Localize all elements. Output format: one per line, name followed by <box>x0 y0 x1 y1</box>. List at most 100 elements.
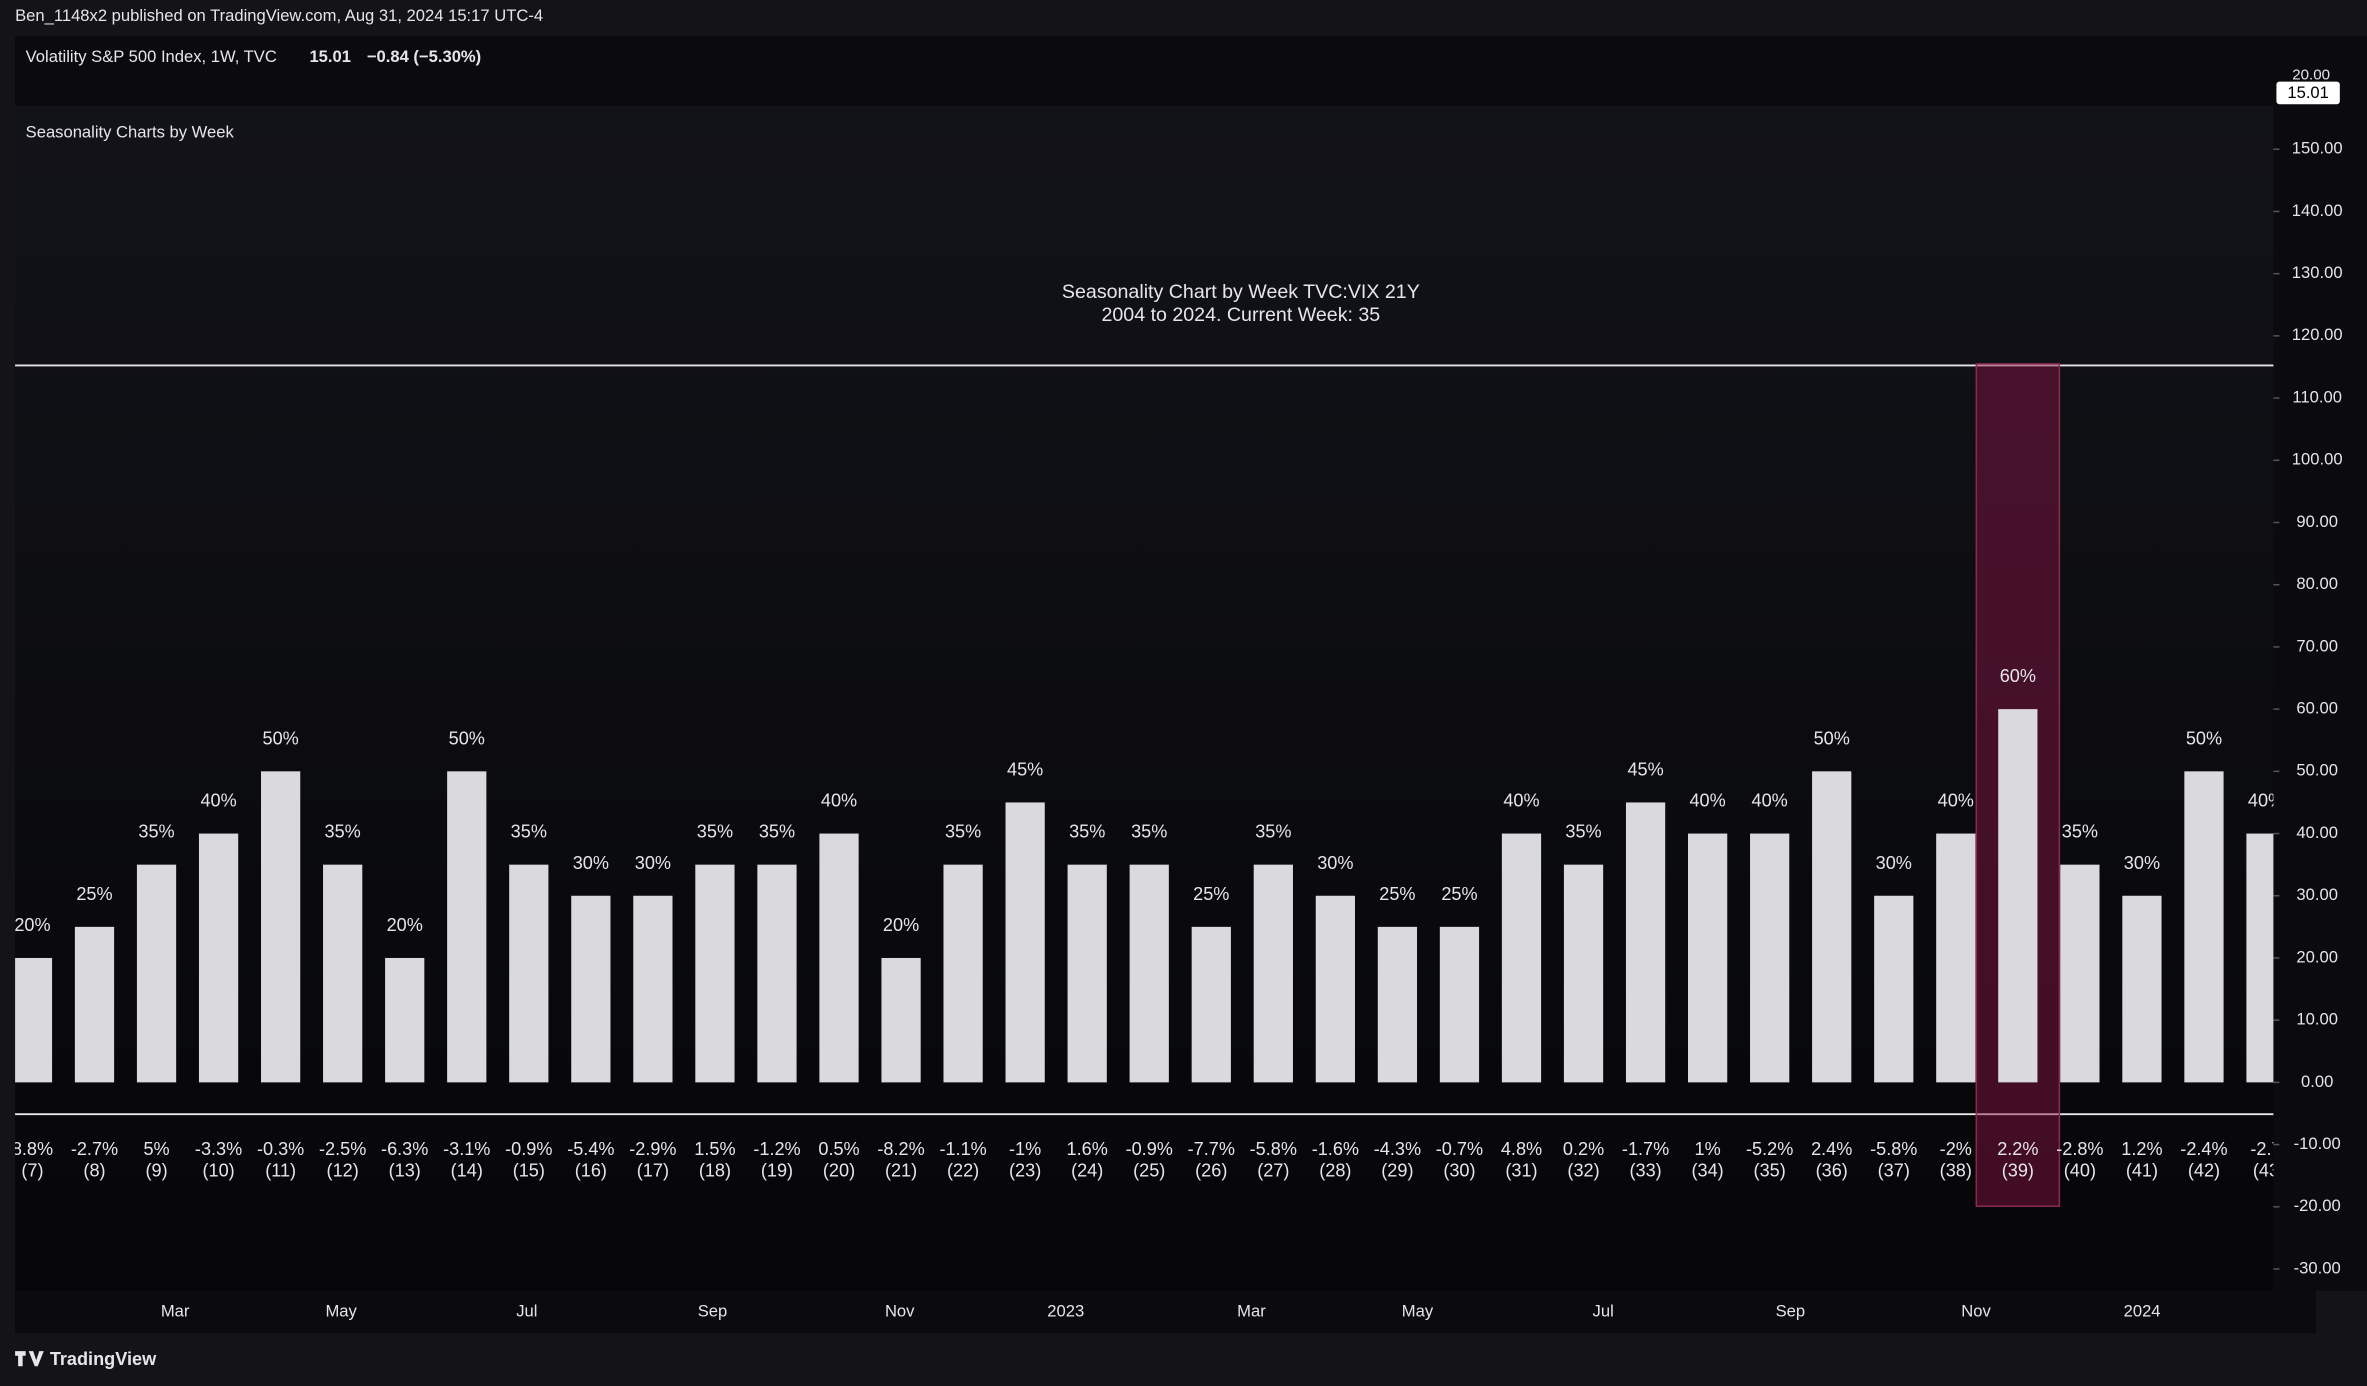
x-tick-label: (37) <box>1878 1160 1910 1180</box>
header: Ben_1148x2 published on TradingView.com,… <box>15 6 543 25</box>
return-label: -0.3% <box>257 1139 304 1159</box>
return-label: -5.8% <box>1870 1139 1917 1159</box>
x-tick-label: (28) <box>1319 1160 1351 1180</box>
value-label: 30% <box>1317 853 1353 873</box>
value-label: 20% <box>387 915 423 935</box>
bar <box>447 771 487 1083</box>
x-tick-label: (42) <box>2188 1160 2220 1180</box>
bar <box>1625 802 1666 1083</box>
time-label: Nov <box>885 1301 915 1320</box>
return-label: 4.8% <box>1501 1139 1542 1159</box>
x-tick-label: (43 <box>2253 1160 2279 1180</box>
return-label: -0.9% <box>1126 1139 1173 1159</box>
bar <box>261 771 301 1083</box>
value-label: 40% <box>2248 791 2284 811</box>
return-label: -0.7% <box>1436 1139 1483 1159</box>
x-tick-label: (20) <box>823 1160 855 1180</box>
value-label: 25% <box>1379 884 1415 904</box>
time-scale <box>15 1290 2316 1334</box>
x-tick-label: (29) <box>1381 1160 1413 1180</box>
time-label: Nov <box>1961 1301 1991 1320</box>
return-label: 0.5% <box>818 1139 859 1159</box>
price-pane <box>15 36 2274 106</box>
bar <box>2122 895 2162 1083</box>
bar <box>881 957 921 1083</box>
bar <box>198 833 239 1083</box>
return-label: -5.4% <box>567 1139 614 1159</box>
return-label: -1.1% <box>939 1139 986 1159</box>
x-tick-label: (35) <box>1754 1160 1786 1180</box>
y-tick-label: 0.00 <box>2301 1072 2333 1091</box>
bar <box>1936 833 1976 1083</box>
x-tick-label: (24) <box>1071 1160 1103 1180</box>
x-tick-label: (23) <box>1009 1160 1041 1180</box>
value-label: 35% <box>2062 822 2098 842</box>
y-tick-label: 50.00 <box>2296 761 2338 780</box>
return-label: -2.4% <box>2180 1139 2227 1159</box>
bar <box>695 864 735 1083</box>
bar <box>136 864 177 1083</box>
return-label: 2.2% <box>1997 1139 2038 1159</box>
bar <box>1439 926 1480 1083</box>
indicator-pane <box>15 108 2274 1291</box>
value-label: 35% <box>1255 822 1291 842</box>
value-label: 50% <box>1814 728 1850 748</box>
value-label: 30% <box>635 853 671 873</box>
x-tick-label: (7) <box>21 1160 43 1180</box>
legend-change: −0.84 (−5.30%) <box>367 47 481 66</box>
return-label: -3.1% <box>443 1139 490 1159</box>
time-label: May <box>325 1301 357 1320</box>
x-tick-label: (10) <box>202 1160 234 1180</box>
value-label: 35% <box>325 822 361 842</box>
return-label: 1.2% <box>2121 1139 2162 1159</box>
x-tick-label: (13) <box>389 1160 421 1180</box>
price-tag-label: 15.01 <box>2287 83 2329 102</box>
return-label: -6.3% <box>381 1139 428 1159</box>
x-tick-label: (41) <box>2126 1160 2158 1180</box>
return-label: 1% <box>1695 1139 1721 1159</box>
y-tick-label: 140.00 <box>2292 201 2343 220</box>
bar <box>509 864 549 1083</box>
time-label: 2023 <box>1047 1301 1084 1320</box>
price-tick: 20.00 <box>2292 67 2330 84</box>
time-label: Sep <box>1776 1301 1806 1320</box>
return-label: 8.8% <box>12 1139 53 1159</box>
value-label: 40% <box>821 791 857 811</box>
bar <box>15 957 53 1083</box>
value-label: 40% <box>1689 791 1725 811</box>
return-label: 1.6% <box>1067 1139 1108 1159</box>
bar <box>1750 833 1790 1083</box>
bar <box>757 864 797 1083</box>
value-label: 25% <box>1441 884 1477 904</box>
x-tick-label: (18) <box>699 1160 731 1180</box>
indicator-name: Seasonality Charts by Week <box>26 122 235 141</box>
return-label: -2.8% <box>2056 1139 2103 1159</box>
value-label: 35% <box>1131 822 1167 842</box>
x-tick-label: (26) <box>1195 1160 1227 1180</box>
value-label: 25% <box>76 884 112 904</box>
return-label: -3.3% <box>195 1139 242 1159</box>
legend-price: 15.01 <box>309 47 351 66</box>
value-label: 20% <box>883 915 919 935</box>
value-label: 35% <box>511 822 547 842</box>
y-tick-label: -10.00 <box>2294 1134 2341 1153</box>
y-tick-label: 90.00 <box>2296 512 2338 531</box>
return-label: -2% <box>1940 1139 1972 1159</box>
y-tick-label: 60.00 <box>2296 699 2338 718</box>
logo-icon <box>15 1351 44 1367</box>
bar <box>819 833 859 1083</box>
x-tick-label: (15) <box>513 1160 545 1180</box>
time-label: Mar <box>1237 1301 1266 1320</box>
value-label: 35% <box>945 822 981 842</box>
bar <box>1315 895 1355 1083</box>
bar <box>1687 833 1728 1083</box>
plot-area: 20% 8.8%(7) 25% -2.7%(8) 35% 5%(9) 40% -3.3%(10… <box>12 363 2284 1208</box>
return-label: 2.4% <box>1811 1139 1852 1159</box>
x-tick-label: (19) <box>761 1160 793 1180</box>
x-tick-label: (36) <box>1816 1160 1848 1180</box>
value-label: 35% <box>138 822 174 842</box>
bar <box>1005 802 1045 1083</box>
footer-logo: TradingView <box>50 1349 157 1369</box>
value-label: 50% <box>449 728 485 748</box>
